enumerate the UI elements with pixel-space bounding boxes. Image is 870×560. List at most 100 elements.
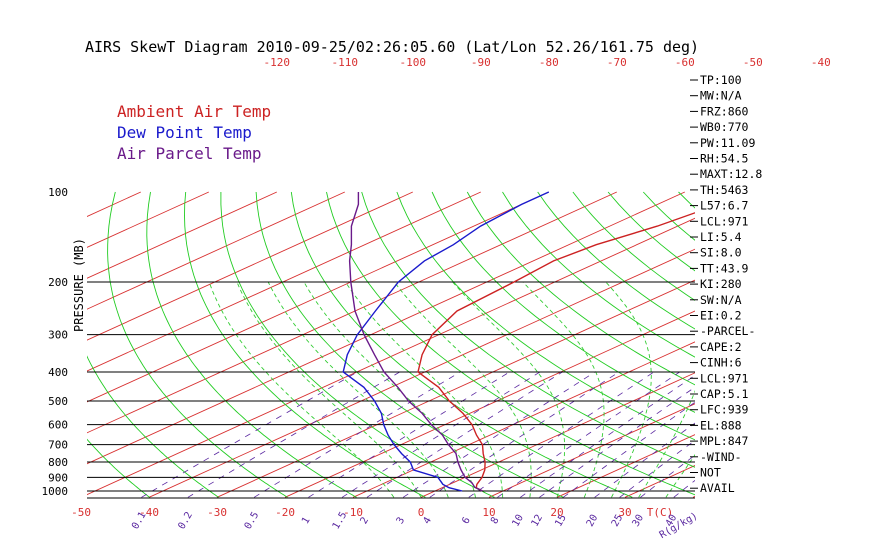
index-entry: SW:N/A xyxy=(700,293,742,307)
isotherm-line xyxy=(87,191,413,341)
isotherm-line xyxy=(148,248,695,498)
dry-adiabat-line xyxy=(290,191,633,498)
index-entry: MW:N/A xyxy=(700,89,742,103)
index-entry: TH:5463 xyxy=(700,183,749,197)
bottom-temperature-tick-label: -40 xyxy=(139,506,159,519)
top-temperature-tick-label: -60 xyxy=(675,56,695,69)
moist-adiabat-line xyxy=(452,281,566,498)
dry-adiabat-line xyxy=(146,191,357,498)
bottom-temperature-tick-label: 10 xyxy=(482,506,495,519)
top-temperature-tick-label: -70 xyxy=(607,56,627,69)
mixing-ratio-line xyxy=(253,371,461,498)
mixing-ratio-line xyxy=(520,374,695,498)
legend-entry: Ambient Air Temp xyxy=(117,102,271,121)
top-temperature-tick-label: -50 xyxy=(743,56,763,69)
bottom-temperature-tick-label: 20 xyxy=(550,506,563,519)
isotherm-line xyxy=(0,192,5,497)
dry-adiabat-line xyxy=(396,191,695,441)
index-entry: -WIND- xyxy=(700,450,742,464)
mixing-ratio-tick-label: 8 xyxy=(489,515,502,526)
profile-line xyxy=(417,212,695,492)
dry-adiabat-line xyxy=(255,191,564,498)
pressure-tick-label: 800 xyxy=(48,456,68,469)
isotherm-line xyxy=(761,192,870,497)
index-entry: LFC:939 xyxy=(700,403,749,417)
pressure-tick-label: 100 xyxy=(48,186,68,199)
mixing-ratio-tick-label: 25 xyxy=(610,513,626,529)
index-entry: CAPE:2 xyxy=(700,340,742,354)
moist-adiabat-line xyxy=(605,281,652,498)
chart-title: AIRS SkewT Diagram 2010-09-25/02:26:05.6… xyxy=(85,38,699,56)
profile-line xyxy=(348,192,483,492)
dry-adiabat-line xyxy=(642,191,695,241)
index-entry: KI:280 xyxy=(700,277,742,291)
legend-entry: Air Parcel Temp xyxy=(117,144,262,163)
bottom-temperature-tick-label: -20 xyxy=(275,506,295,519)
mixing-ratio-line xyxy=(366,371,563,498)
index-entry: TP:100 xyxy=(700,73,742,87)
pressure-tick-label: 700 xyxy=(48,439,68,452)
index-entry: SI:8.0 xyxy=(700,246,742,260)
bottom-temperature-tick-label: -30 xyxy=(207,506,227,519)
dry-adiabat-line xyxy=(220,192,495,498)
mixing-ratio-line xyxy=(308,371,510,498)
isotherm-line xyxy=(87,191,141,217)
mixing-ratio-tick-label: 1 xyxy=(300,515,313,526)
isotherm-line xyxy=(556,434,695,498)
dry-adiabat-line xyxy=(431,191,695,413)
mixing-ratio-tick-label: 0.5 xyxy=(243,510,262,531)
top-temperature-tick-label: -110 xyxy=(332,56,359,69)
top-temperature-tick-labels: -120 -110 -100 -90 -80 -70 -60 -50 -40 xyxy=(264,56,831,69)
mixing-ratio-tick-label: 12 xyxy=(530,513,546,529)
index-entry: PW:11.09 xyxy=(700,136,755,150)
isotherm-line xyxy=(87,191,345,310)
top-temperature-tick-label: -120 xyxy=(264,56,291,69)
isotherm-line xyxy=(624,465,695,498)
mixing-ratio-line xyxy=(402,371,596,498)
dry-adiabat-line xyxy=(326,191,695,496)
isotherm-line xyxy=(829,192,870,497)
dry-adiabat-line xyxy=(855,192,870,497)
moist-adiabat-lines xyxy=(208,281,695,498)
bottom-temperature-tick-label: -50 xyxy=(71,506,91,519)
mixing-ratio-tick-label: 30 xyxy=(631,513,647,529)
mixing-ratio-line xyxy=(341,371,541,498)
moist-adiabat-line xyxy=(267,281,449,498)
moist-adiabat-line xyxy=(638,389,695,498)
dry-adiabat-line xyxy=(537,191,695,330)
top-temperature-tick-label: -90 xyxy=(471,56,491,69)
index-entry: EL:888 xyxy=(700,418,742,432)
index-entry: NOT xyxy=(700,466,721,480)
sounding-profiles xyxy=(342,191,695,492)
dry-adiabat-line xyxy=(749,192,870,497)
isotherm-line xyxy=(420,372,695,498)
mixing-ratio-line xyxy=(429,371,620,498)
moist-adiabat-line xyxy=(522,281,605,498)
pressure-tick-label: 500 xyxy=(48,395,68,408)
bottom-temperature-tick-label: -10 xyxy=(343,506,363,519)
moist-adiabat-line xyxy=(208,281,395,498)
bottom-unit-label: T(C) xyxy=(647,506,674,519)
legend: Ambient Air Temp Dew Point Temp Air Parcel… xyxy=(117,102,271,163)
dry-adiabat-line xyxy=(466,191,695,386)
index-entry: FRZ:860 xyxy=(700,104,749,118)
dry-adiabat-line xyxy=(184,191,426,498)
mixing-ratio-line xyxy=(468,371,655,498)
mixing-ratio-tick-label: 10 xyxy=(510,513,526,529)
index-entry: CAP:5.1 xyxy=(700,387,749,401)
index-entry: AVAIL xyxy=(700,481,735,495)
isotherm-line xyxy=(488,403,695,498)
bottom-temperature-tick-label: 0 xyxy=(418,506,425,519)
mixing-ratio-tick-label: 20 xyxy=(585,513,601,529)
top-temperature-tick-label: -100 xyxy=(400,56,427,69)
mixing-ratio-line xyxy=(539,386,695,498)
moist-adiabat-line xyxy=(303,281,476,498)
index-entry: LCL:971 xyxy=(700,371,749,385)
isotherm-line xyxy=(284,310,695,498)
moist-adiabat-line xyxy=(236,281,422,498)
mixing-ratio-tick-label: 40 xyxy=(664,513,680,529)
bottom-temperature-tick-labels: -50 -40 -30 -20 -10 0 10 20 30 T(C) xyxy=(71,506,673,519)
index-entry: CINH:6 xyxy=(700,356,742,370)
